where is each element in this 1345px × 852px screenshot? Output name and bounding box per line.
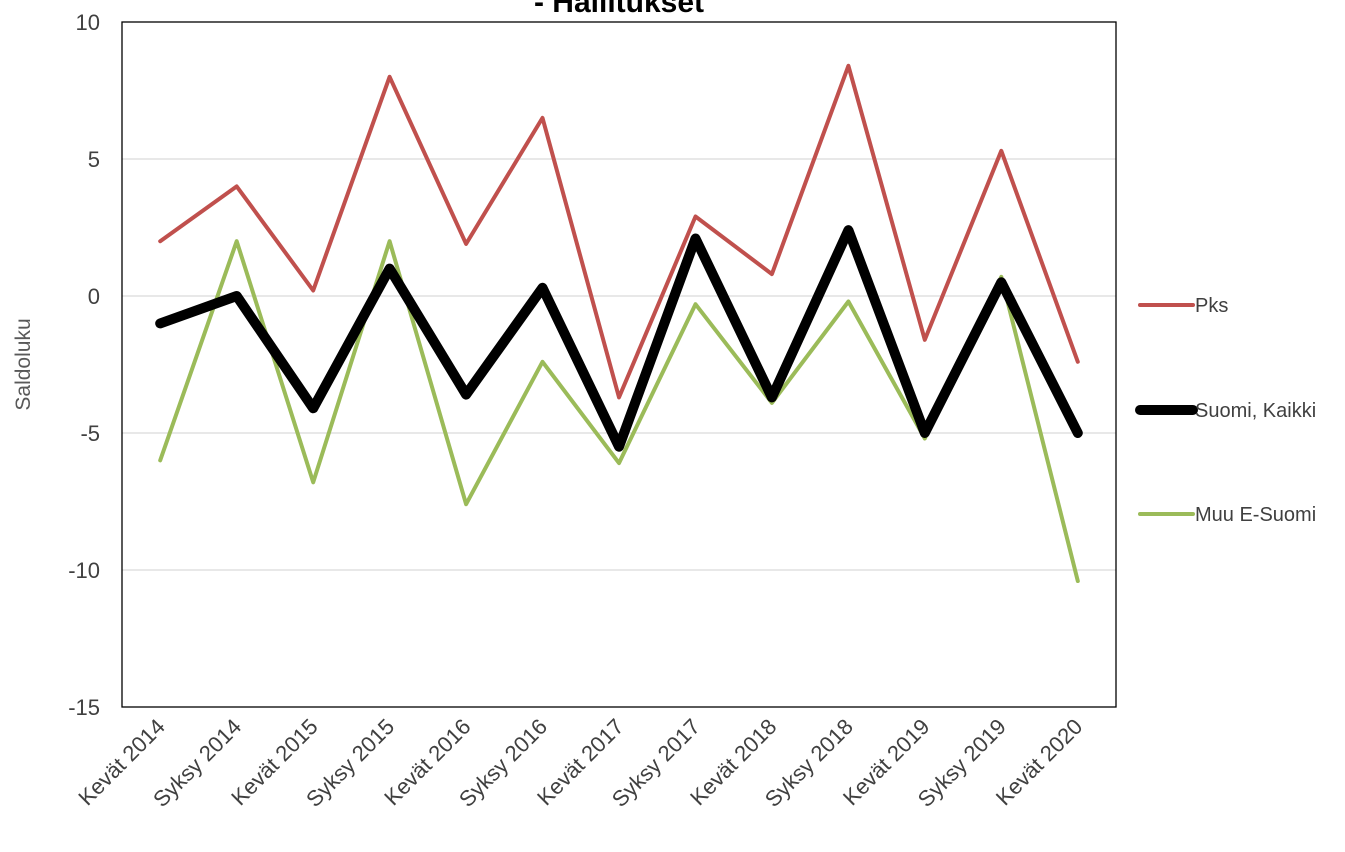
legend-label: Suomi, Kaikki (1195, 400, 1316, 422)
chart-title: - Hallitukset (534, 0, 704, 19)
series-line-suomi-kaikki (155, 225, 1083, 452)
y-tick-label: 5 (88, 147, 100, 172)
legend-label: Muu E-Suomi (1195, 504, 1316, 526)
series-line-pks (158, 63, 1080, 400)
y-tick-label: 10 (76, 10, 100, 35)
y-tick-label: 0 (88, 284, 100, 309)
y-axis-title: Saldoluku (12, 318, 35, 410)
y-axis-ticks: -15 -10 -5 0 5 10 (68, 10, 100, 720)
plot-area-border (121, 21, 1117, 708)
legend-label: Pks (1195, 295, 1228, 317)
y-tick-label: -15 (68, 695, 100, 720)
gridlines (122, 158, 1116, 571)
y-tick-label: -10 (68, 558, 100, 583)
series-lines (155, 63, 1083, 583)
legend: Pks Suomi, Kaikki Muu E-Suomi (1135, 295, 1316, 526)
y-tick-label: -5 (80, 421, 100, 446)
series-line-muu-e-suomi (158, 239, 1080, 583)
